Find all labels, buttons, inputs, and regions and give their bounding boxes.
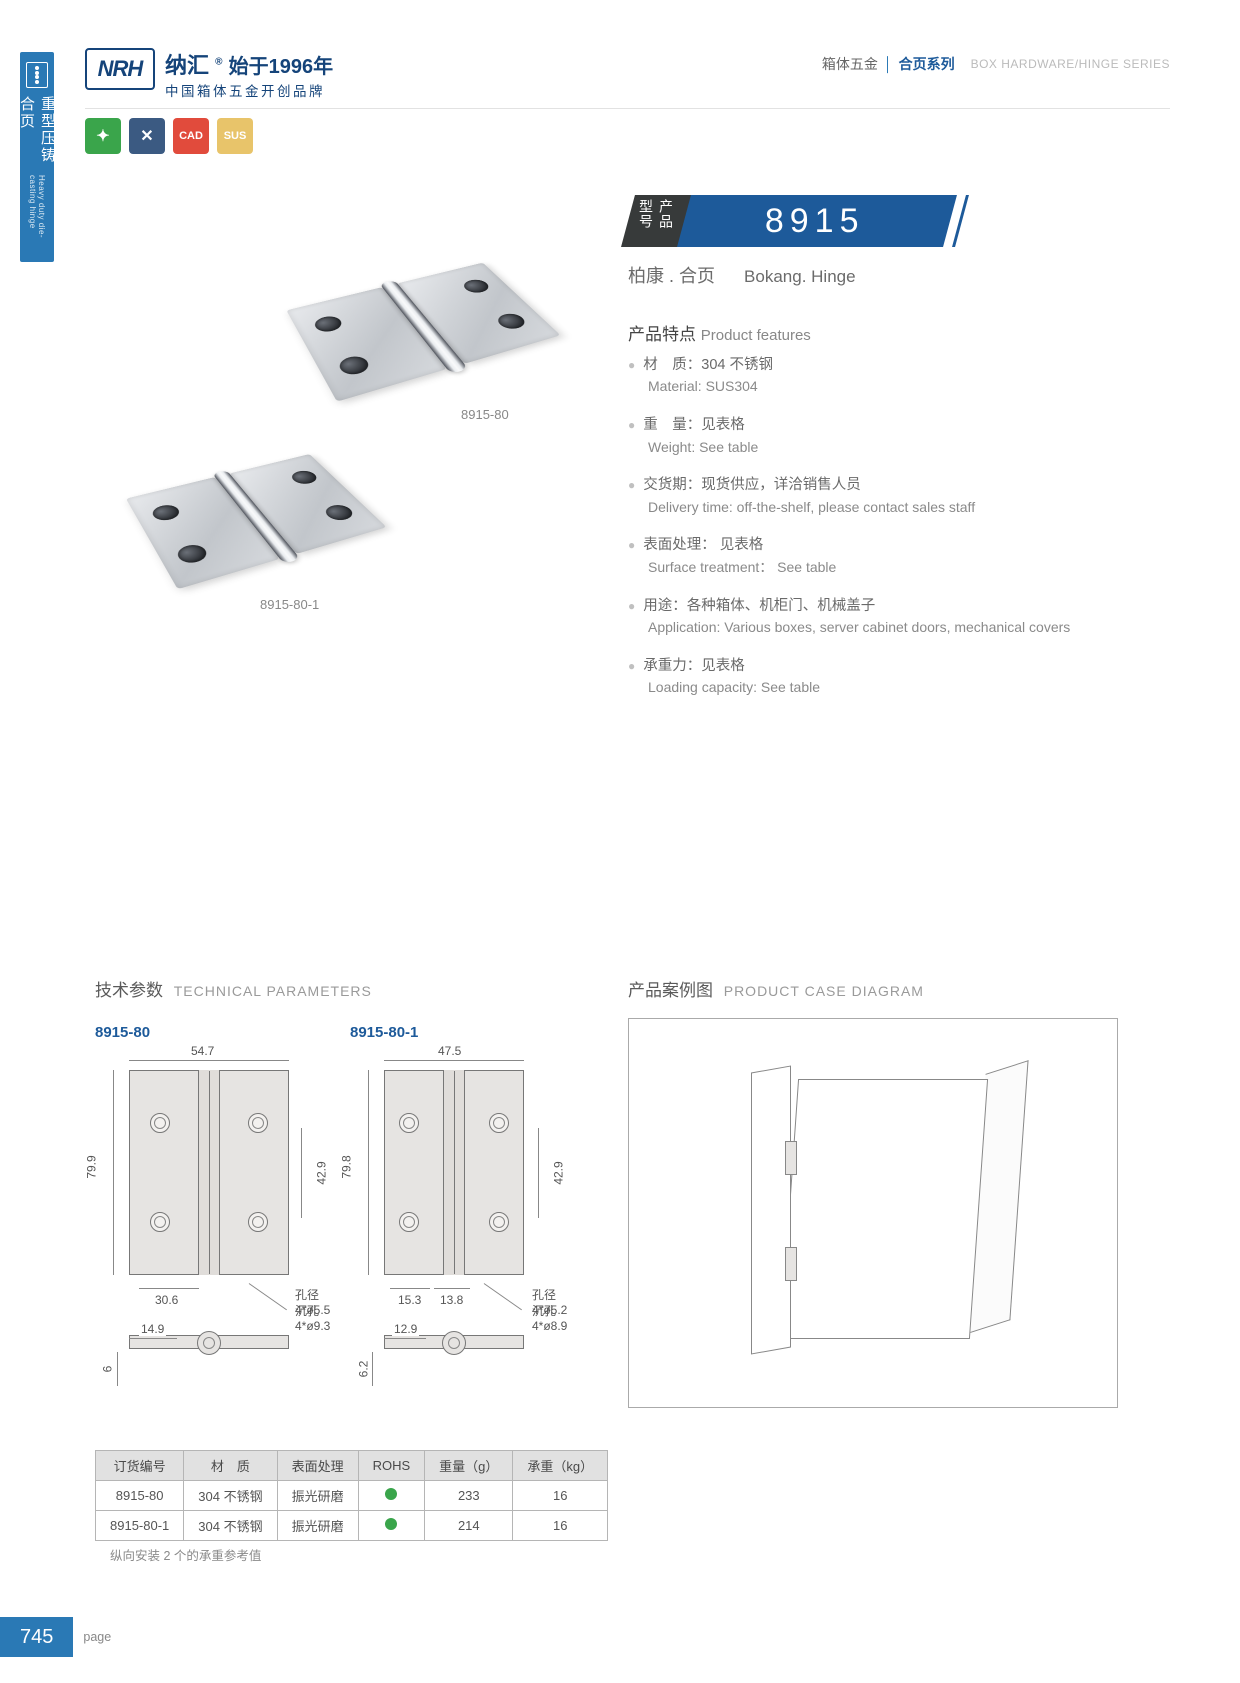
feature-icon-0: ✦ [85,118,121,154]
dim-b-width: 47.5 [436,1044,463,1058]
dim-a-holenote2: 沉孔 4*ø9.3 [295,1302,330,1333]
tech-title-cn: 技术参数 [95,981,163,1000]
logo-mark: NRH [85,48,155,90]
case-cabinet-drawing [759,1067,1039,1367]
crumb-cn-2: 合页系列 [899,54,955,74]
case-title-en: PRODUCT CASE DIAGRAM [724,983,924,999]
crumb-separator: │ [884,56,893,72]
feature-icon-3: SUS [217,118,253,154]
rohs-dot-icon [385,1518,397,1530]
feature-item-4: ●用途：各种箱体、机柜门、机械盖子Application: Various bo… [628,595,1170,639]
dim-b-holex2: 13.8 [438,1293,465,1307]
brand-cn-3: 中国箱体五金开创品牌 [165,80,333,100]
feature-item-3: ●表面处理： 见表格Surface treatment： See table [628,534,1170,578]
dim-b-sidew: 12.9 [392,1322,419,1336]
dim-b-sideh: 6.2 [356,1359,370,1380]
brand-cn-1: 纳汇 [165,53,209,78]
tech-title-en: TECHNICAL PARAMETERS [174,983,372,999]
page-header: NRH 纳汇 ® 始于1996年 中国箱体五金开创品牌 箱体五金 │ 合页系列 … [85,48,1170,100]
spec-table: 订货编号材 质表面处理ROHS重量（g）承重（kg）8915-80304 不锈钢… [95,1450,608,1541]
side-tab-title-cn: 重型压铸合页 [16,96,58,172]
feature-item-0: ●材 质：304 不锈钢Material: SUS304 [628,354,1170,398]
logo-text: 纳汇 ® 始于1996年 中国箱体五金开创品牌 [165,48,333,100]
feature-icon-2: CAD [173,118,209,154]
table-row: 8915-80-1304 不锈钢振光研磨21416 [96,1511,608,1541]
table-header: 订货编号 [96,1451,184,1481]
product-name-en: Bokang. Hinge [744,267,856,286]
rohs-dot-icon [385,1488,397,1500]
features-list: ●材 质：304 不锈钢Material: SUS304 ●重 量：见表格Weig… [628,354,1170,715]
side-tab-icon [26,62,48,88]
product-photo-top [286,263,560,402]
product-photo-area: 8915-80 8915-80-1 [105,195,575,645]
case-title-cn: 产品案例图 [628,981,713,1000]
crumb-en: BOX HARDWARE/HINGE SERIES [971,57,1170,71]
feature-icon-row: ✦✕CADSUS [85,118,253,154]
table-header: 承重（kg） [513,1451,608,1481]
feature-item-5: ●承重力：见表格Loading capacity: See table [628,655,1170,699]
table-header: ROHS [358,1451,425,1481]
dim-b-holey: 42.9 [552,1159,566,1186]
logo-block: NRH 纳汇 ® 始于1996年 中国箱体五金开创品牌 [85,48,333,100]
page-label: page [83,1630,111,1644]
model-label-a: 8915-80 [95,1024,150,1041]
table-header: 重量（g） [425,1451,513,1481]
features-title: 产品特点 Product features [628,320,811,345]
photo-label-top: 8915-80 [461,407,509,422]
features-title-cn: 产品特点 [628,325,696,344]
header-divider [85,108,1170,109]
product-name-cn: 柏康 . 合页 [628,266,715,286]
tech-drawing-b: 47.5 79.8 42.9 15.3 13.8 孔径 4*ø5.2 沉孔 4*… [350,1050,562,1357]
dim-a-sideh: 6 [100,1364,114,1375]
product-case-diagram [628,1018,1118,1408]
product-name: 柏康 . 合页 Bokang. Hinge [628,262,856,288]
product-number: 8915 [765,202,865,241]
brand-cn-2: 始于1996年 [229,56,334,78]
dim-a-width: 54.7 [189,1044,216,1058]
product-number-badge: 产品 型号 8915 [628,195,950,247]
feature-item-2: ●交货期：现货供应，详洽销售人员Delivery time: off-the-s… [628,474,1170,518]
dim-b-holex1: 15.3 [396,1293,423,1307]
crumb-cn-1: 箱体五金 [822,54,878,74]
spec-table-note: 纵向安装 2 个的承重参考值 [110,1545,261,1564]
dim-b-height: 79.8 [340,1153,354,1180]
model-label-b: 8915-80-1 [350,1024,418,1041]
table-row: 8915-80304 不锈钢振光研磨23316 [96,1481,608,1511]
page-footer: 745 page [0,1617,111,1657]
tech-drawing-a: 54.7 79.9 42.9 30.6 孔径 4*ø5.5 沉孔 4*ø9.3 … [95,1050,307,1357]
feature-icon-1: ✕ [129,118,165,154]
feature-item-1: ●重 量：见表格Weight: See table [628,414,1170,458]
dim-a-holex: 30.6 [153,1293,180,1307]
dim-a-holey: 42.9 [315,1159,329,1186]
dim-b-holenote2: 沉孔 4*ø8.9 [532,1302,567,1333]
tech-params-title: 技术参数 TECHNICAL PARAMETERS [95,976,372,1001]
dim-a-sidew: 14.9 [139,1322,166,1336]
breadcrumb: 箱体五金 │ 合页系列 BOX HARDWARE/HINGE SERIES [822,48,1170,74]
page-number: 745 [0,1617,73,1657]
side-category-tab: 重型压铸合页 Heavy duty die-casting hinge [20,52,54,262]
product-tag-label: 产品 型号 [636,199,676,243]
case-diagram-title: 产品案例图 PRODUCT CASE DIAGRAM [628,976,924,1001]
side-tab-title-en: Heavy duty die-casting hinge [28,175,46,262]
features-title-en: Product features [701,327,811,344]
table-header: 材 质 [184,1451,277,1481]
table-header: 表面处理 [277,1451,358,1481]
photo-label-bottom: 8915-80-1 [260,597,319,612]
dim-a-height: 79.9 [85,1153,99,1180]
product-photo-bottom [126,454,387,589]
